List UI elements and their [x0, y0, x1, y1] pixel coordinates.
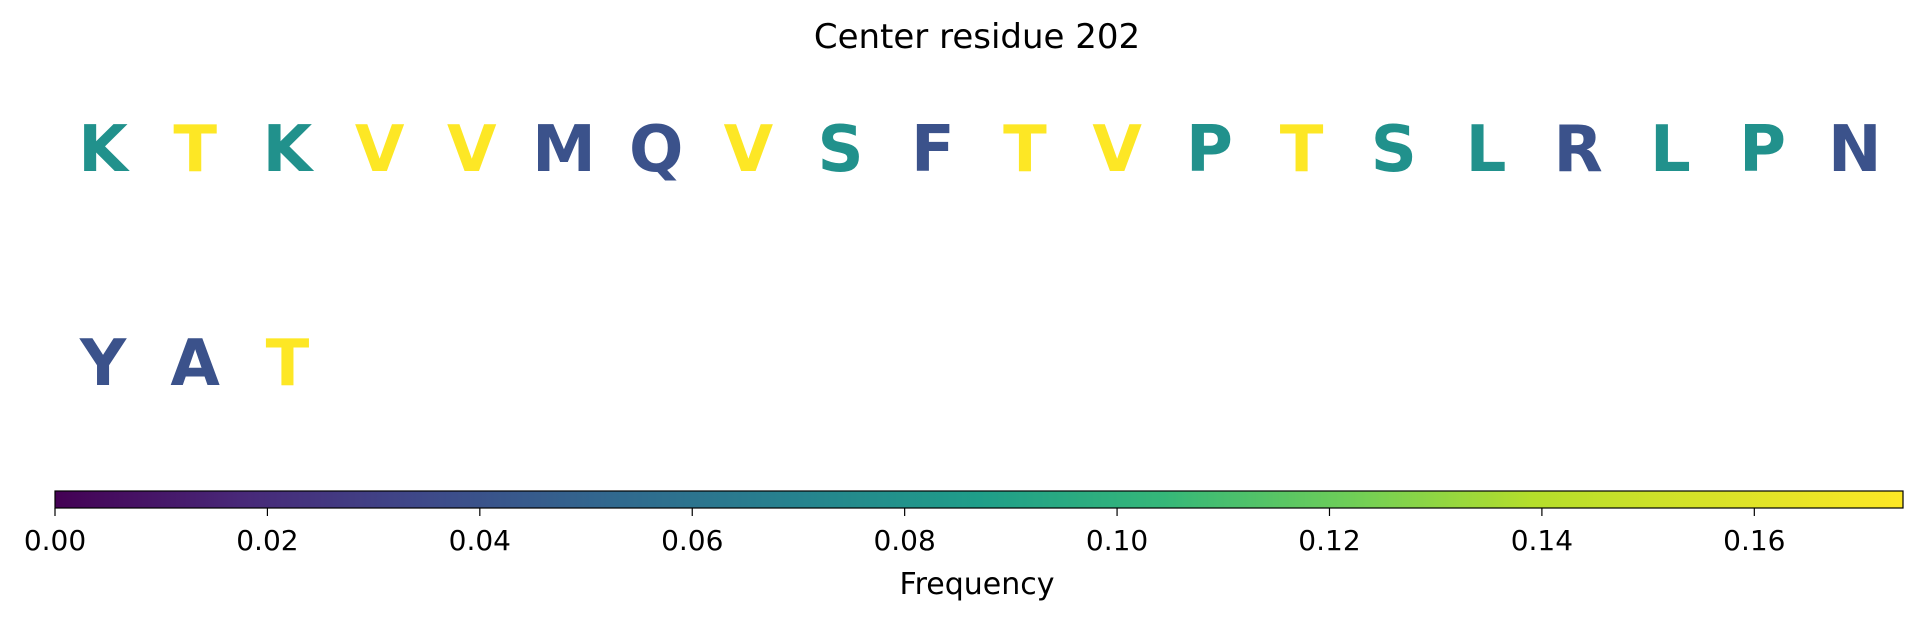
- colorbar-tick-label: 0.06: [661, 524, 723, 557]
- colorbar-tick-label: 0.14: [1511, 524, 1573, 557]
- residue-letter: T: [1003, 113, 1047, 187]
- residue-letter: V: [355, 113, 405, 187]
- colorbar-tick-label: 0.00: [24, 524, 86, 557]
- residue-letter: T: [173, 113, 217, 187]
- colorbar-tick-label: 0.08: [873, 524, 935, 557]
- residue-letter: P: [1186, 113, 1233, 187]
- residue-letter: V: [447, 113, 497, 187]
- colorbar-tick-label: 0.10: [1086, 524, 1148, 557]
- colorbar-ticks: 0.00 0.02 0.04 0.06 0.08 0.10 0.12 0.14 0.16: [24, 508, 1785, 557]
- colorbar-tick-label: 0.04: [449, 524, 511, 557]
- residue-letter: T: [266, 327, 310, 401]
- chart-title: Center residue 202: [814, 17, 1140, 57]
- residue-letter: V: [1092, 113, 1142, 187]
- colorbar-tick-label: 0.12: [1298, 524, 1360, 557]
- residue-letter: L: [1466, 113, 1507, 187]
- colorbar-tick-label: 0.16: [1723, 524, 1785, 557]
- residue-letter: K: [78, 113, 130, 187]
- colorbar-tick-label: 0.02: [236, 524, 298, 557]
- residue-letters: K T K V V M Q V S F T V P T S L R L P NY A T: [78, 113, 1881, 401]
- residue-letter: Q: [629, 113, 683, 187]
- colorbar-gradient: [54, 490, 1904, 509]
- colorbar: 0.00 0.02 0.04 0.06 0.08 0.10 0.12 0.14 0.16 Fre…: [24, 490, 1904, 602]
- residue-letter: K: [263, 113, 315, 187]
- residue-letter: P: [1739, 113, 1786, 187]
- residue-letter: N: [1828, 113, 1882, 187]
- residue-letter: S: [818, 113, 864, 187]
- residue-letter: A: [170, 327, 220, 401]
- residue-letter: F: [911, 113, 955, 187]
- residue-letter: L: [1650, 113, 1691, 187]
- residue-letter: V: [724, 113, 774, 187]
- residue-letter: R: [1554, 113, 1603, 187]
- residue-letter: M: [532, 113, 596, 187]
- residue-letter: Y: [79, 327, 127, 401]
- colorbar-label: Frequency: [900, 567, 1055, 602]
- residue-letter: T: [1280, 113, 1324, 187]
- residue-letter: S: [1371, 113, 1417, 187]
